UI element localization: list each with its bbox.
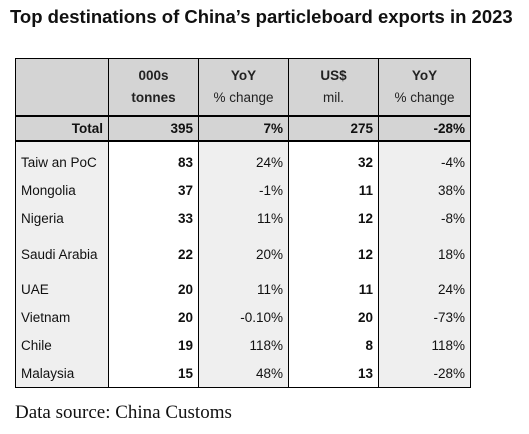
- total-row: Total 395 7% 275 -28%: [15, 114, 471, 142]
- tonnes-value: 15: [108, 359, 199, 388]
- header-tonnes-line1: 000s: [138, 67, 169, 83]
- table-row: Mongolia 37 -1% 11 38%: [15, 176, 471, 205]
- header-usd-yoy-line2: % change: [394, 89, 455, 105]
- tonnes-yoy-value: 11%: [198, 204, 289, 233]
- usd-value: 32: [288, 148, 379, 177]
- spacer-cell: [108, 140, 199, 149]
- usd-value: 13: [288, 359, 379, 388]
- usd-yoy-value: 24%: [378, 275, 471, 304]
- country-name: Vietnam: [15, 303, 109, 332]
- header-tonnes-yoy: YoY % change: [198, 58, 289, 116]
- country-name: Taiw an PoC: [15, 148, 109, 177]
- usd-value: 11: [288, 275, 379, 304]
- usd-yoy-value: -28%: [378, 359, 471, 388]
- table-title: Top destinations of China’s particleboar…: [10, 6, 513, 27]
- total-tonnes: 395: [108, 114, 199, 142]
- tonnes-yoy-value: -1%: [198, 176, 289, 205]
- total-usd-yoy: -28%: [378, 114, 471, 142]
- tonnes-yoy-value: -0.10%: [198, 303, 289, 332]
- header-tonnes-yoy-line2: % change: [213, 89, 274, 105]
- header-usd-yoy-line1: YoY: [411, 67, 438, 83]
- exports-table: 000s tonnes YoY % change US$ mil. YoY % …: [15, 58, 471, 388]
- tonnes-yoy-value: 11%: [198, 275, 289, 304]
- total-tonnes-yoy: 7%: [198, 114, 289, 142]
- usd-value: 20: [288, 303, 379, 332]
- country-name: Nigeria: [15, 204, 109, 233]
- country-name: Mongolia: [15, 176, 109, 205]
- tonnes-value: 19: [108, 331, 199, 360]
- usd-value: 12: [288, 232, 379, 276]
- header-blank-cell: [15, 58, 109, 116]
- country-name: Saudi Arabia: [15, 232, 109, 276]
- spacer-row: [15, 140, 471, 149]
- tonnes-yoy-value: 48%: [198, 359, 289, 388]
- table-row: Chile 19 118% 8 118%: [15, 331, 471, 360]
- tonnes-yoy-value: 118%: [198, 331, 289, 360]
- tonnes-yoy-value: 24%: [198, 148, 289, 177]
- tonnes-yoy-value: 20%: [198, 232, 289, 276]
- header-usd-line1: US$: [320, 67, 347, 83]
- tonnes-value: 37: [108, 176, 199, 205]
- header-row: 000s tonnes YoY % change US$ mil. YoY % …: [15, 58, 471, 116]
- spacer-cell: [288, 140, 379, 149]
- usd-value: 12: [288, 204, 379, 233]
- usd-yoy-value: -8%: [378, 204, 471, 233]
- usd-yoy-value: 118%: [378, 331, 471, 360]
- tonnes-value: 20: [108, 303, 199, 332]
- header-usd-line2: mil.: [323, 89, 344, 105]
- usd-yoy-value: -73%: [378, 303, 471, 332]
- spacer-cell: [378, 140, 471, 149]
- table-row: Nigeria 33 11% 12 -8%: [15, 204, 471, 233]
- tonnes-value: 22: [108, 232, 199, 276]
- data-source-note: Data source: China Customs: [15, 402, 232, 423]
- total-label: Total: [15, 114, 109, 142]
- usd-value: 8: [288, 331, 379, 360]
- country-name: UAE: [15, 275, 109, 304]
- spacer-cell: [15, 140, 109, 149]
- spacer-cell: [198, 140, 289, 149]
- tonnes-value: 83: [108, 148, 199, 177]
- usd-value: 11: [288, 176, 379, 205]
- tonnes-value: 33: [108, 204, 199, 233]
- country-name: Chile: [15, 331, 109, 360]
- header-usd: US$ mil.: [288, 58, 379, 116]
- table-row: Vietnam 20 -0.10% 20 -73%: [15, 303, 471, 332]
- usd-yoy-value: 18%: [378, 232, 471, 276]
- header-tonnes-yoy-line1: YoY: [230, 67, 257, 83]
- usd-yoy-value: -4%: [378, 148, 471, 177]
- total-usd: 275: [288, 114, 379, 142]
- table-row: Taiw an PoC 83 24% 32 -4%: [15, 148, 471, 177]
- header-tonnes-line2: tonnes: [131, 89, 176, 105]
- table-row: Saudi Arabia 22 20% 12 18%: [15, 232, 471, 276]
- header-tonnes: 000s tonnes: [108, 58, 199, 116]
- tonnes-value: 20: [108, 275, 199, 304]
- table-row: Malaysia 15 48% 13 -28%: [15, 359, 471, 388]
- table-row: UAE 20 11% 11 24%: [15, 275, 471, 304]
- country-name: Malaysia: [15, 359, 109, 388]
- header-usd-yoy: YoY % change: [378, 58, 471, 116]
- usd-yoy-value: 38%: [378, 176, 471, 205]
